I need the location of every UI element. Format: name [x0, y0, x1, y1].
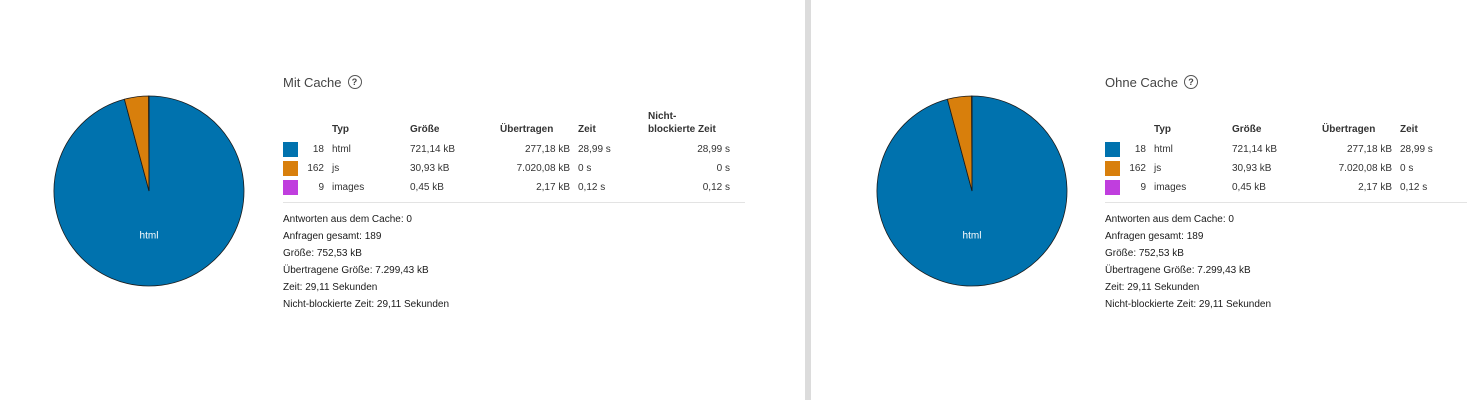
row-time: 0 s [1400, 163, 1414, 174]
summary: Antworten aus dem Cache: 0 Anfragen gesa… [283, 211, 745, 313]
help-icon[interactable]: ? [1184, 75, 1198, 89]
summary-total-requests: Anfragen gesamt: 189 [283, 231, 382, 242]
with-cache-details: Mit Cache ? Typ Größe Übertragen Zeit Ni… [283, 72, 745, 313]
header-time[interactable]: Zeit [578, 124, 596, 135]
section-title: Mit Cache ? [283, 72, 745, 92]
row-size: 30,93 kB [410, 163, 450, 174]
row-time: 28,99 s [578, 144, 611, 155]
pie-chart[interactable]: html [53, 95, 245, 287]
js-color-swatch [283, 161, 298, 176]
row-size: 30,93 kB [1232, 163, 1272, 174]
summary-cached-responses: Antworten aus dem Cache: 0 [1105, 214, 1234, 225]
pie-slice-label: html [963, 231, 982, 242]
row-count: 162 [307, 163, 324, 174]
header-time[interactable]: Zeit [1400, 124, 1418, 135]
html-color-swatch [1105, 142, 1120, 157]
row-time: 0 s [578, 163, 592, 174]
summary-size: Größe: 752,53 kB [1105, 248, 1184, 259]
row-size: 721,14 kB [1232, 144, 1278, 155]
header-count [1124, 106, 1150, 140]
header-nonblocking[interactable]: Nicht- blockierte Zeit [644, 106, 734, 140]
row-nonblocking: 0 s [716, 163, 730, 174]
table-row[interactable]: 18 html 721,14 kB 277,18 kB 28,99 s 28,9… [283, 140, 734, 159]
header-transferred[interactable]: Übertragen [1322, 124, 1376, 135]
row-count: 9 [1140, 182, 1146, 193]
row-size: 0,45 kB [410, 182, 444, 193]
pie-chart[interactable]: html [876, 95, 1068, 287]
with-cache-panel: html Mit Cache ? Typ Größe Übertragen Ze… [53, 72, 745, 313]
html-color-swatch [283, 142, 298, 157]
row-type: images [332, 182, 365, 193]
type-table: Typ Größe Übertragen Zeit 18 html 721,14… [1105, 106, 1466, 197]
row-transferred: 277,18 kB [524, 144, 570, 155]
row-size: 0,45 kB [1232, 182, 1266, 193]
header-type[interactable]: Typ [332, 124, 350, 135]
row-time: 0,12 s [578, 182, 606, 193]
row-type: js [332, 163, 340, 174]
row-transferred: 7.020,08 kB [516, 163, 570, 174]
section-title-text: Ohne Cache [1105, 74, 1178, 90]
type-table: Typ Größe Übertragen Zeit Nicht- blockie… [283, 106, 734, 197]
panel-splitter[interactable] [805, 0, 811, 400]
row-time: 0,12 s [1400, 182, 1428, 193]
table-row[interactable]: 162 js 30,93 kB 7.020,08 kB 0 s [1105, 159, 1466, 178]
row-type: js [1154, 163, 1162, 174]
help-icon[interactable]: ? [347, 75, 362, 89]
section-title-text: Mit Cache [283, 74, 342, 90]
summary-size: Größe: 752,53 kB [283, 248, 362, 259]
row-type: html [1154, 144, 1173, 155]
summary-time: Zeit: 29,11 Sekunden [1105, 282, 1200, 293]
without-cache-details: Ohne Cache ? Typ Größe Übertragen Zeit 1… [1105, 72, 1467, 313]
table-header-row: Typ Größe Übertragen Zeit Nicht- blockie… [283, 106, 734, 140]
row-count: 18 [1134, 144, 1146, 155]
header-size[interactable]: Größe [410, 124, 440, 135]
row-count: 9 [318, 182, 324, 193]
row-nonblocking: 28,99 s [697, 144, 730, 155]
row-count: 162 [1129, 163, 1146, 174]
row-transferred: 7.020,08 kB [1338, 163, 1392, 174]
header-type[interactable]: Typ [1154, 124, 1172, 135]
summary-total-requests: Anfragen gesamt: 189 [1105, 231, 1204, 242]
pie-slice-label: html [140, 231, 159, 242]
row-count: 18 [312, 144, 324, 155]
header-swatch [283, 106, 302, 140]
row-time: 28,99 s [1400, 144, 1433, 155]
table-header-row: Typ Größe Übertragen Zeit [1105, 106, 1466, 140]
summary-nonblocking-time: Nicht-blockierte Zeit: 29,11 Sekunden [283, 299, 450, 310]
row-transferred: 277,18 kB [1346, 144, 1392, 155]
header-nonblocking-line2: blockierte Zeit [648, 124, 716, 135]
header-swatch [1105, 106, 1124, 140]
summary-transferred-size: Übertragene Größe: 7.299,43 kB [283, 265, 429, 276]
divider [283, 202, 745, 203]
without-cache-panel: html Ohne Cache ? Typ Größe Übertragen Z… [811, 0, 1467, 400]
js-color-swatch [1105, 161, 1120, 176]
summary-cached-responses: Antworten aus dem Cache: 0 [283, 214, 412, 225]
row-size: 721,14 kB [410, 144, 456, 155]
row-nonblocking: 0,12 s [702, 182, 730, 193]
header-size[interactable]: Größe [1232, 124, 1262, 135]
summary: Antworten aus dem Cache: 0 Anfragen gesa… [1105, 211, 1467, 313]
section-title: Ohne Cache ? [1105, 72, 1467, 92]
row-type: images [1154, 182, 1187, 193]
header-nonblocking-line1: Nicht- [648, 111, 677, 122]
images-color-swatch [1105, 180, 1120, 195]
table-row[interactable]: 18 html 721,14 kB 277,18 kB 28,99 s [1105, 140, 1466, 159]
table-row[interactable]: 162 js 30,93 kB 7.020,08 kB 0 s 0 s [283, 159, 734, 178]
divider [1105, 202, 1467, 203]
row-type: html [332, 144, 351, 155]
table-row[interactable]: 9 images 0,45 kB 2,17 kB 0,12 s 0,12 s [283, 178, 734, 197]
summary-transferred-size: Übertragene Größe: 7.299,43 kB [1105, 265, 1251, 276]
summary-nonblocking-time: Nicht-blockierte Zeit: 29,11 Sekunden [1105, 299, 1272, 310]
header-transferred[interactable]: Übertragen [500, 124, 554, 135]
header-count [302, 106, 328, 140]
row-transferred: 2,17 kB [1358, 182, 1392, 193]
summary-time: Zeit: 29,11 Sekunden [283, 282, 378, 293]
row-transferred: 2,17 kB [536, 182, 570, 193]
table-row[interactable]: 9 images 0,45 kB 2,17 kB 0,12 s [1105, 178, 1466, 197]
images-color-swatch [283, 180, 298, 195]
